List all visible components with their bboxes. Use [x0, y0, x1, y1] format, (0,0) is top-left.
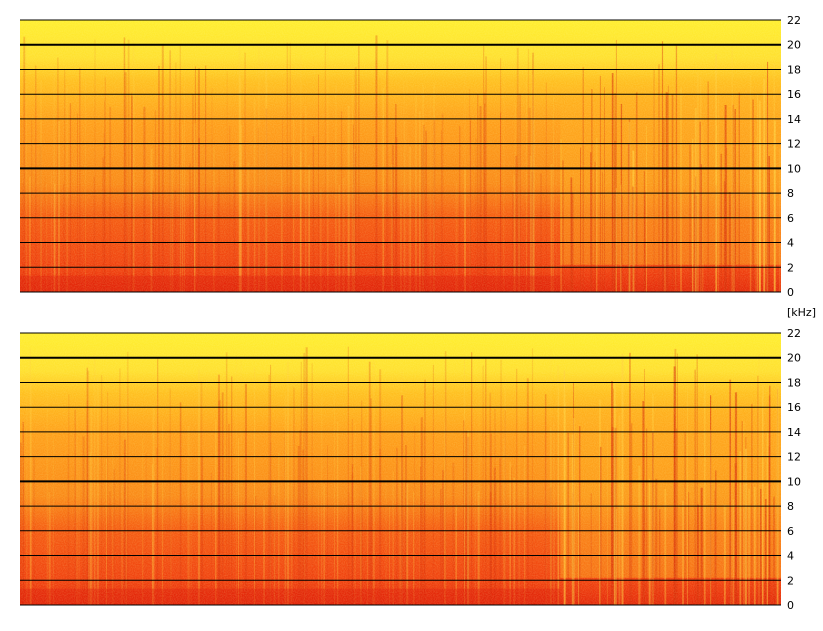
ytick-label-6: 6 [787, 525, 794, 538]
ytick-label-16: 16 [787, 88, 801, 101]
unit-label: [kHz] [787, 306, 816, 319]
ytick-label-0: 0 [787, 599, 794, 612]
ytick-label-18: 18 [787, 377, 801, 390]
noise-texture [20, 333, 781, 605]
ytick-label-10: 10 [787, 475, 801, 488]
ytick-label-20: 20 [787, 39, 801, 52]
ytick-label-22: 22 [787, 327, 801, 340]
ytick-label-14: 14 [787, 426, 801, 439]
ytick-label-12: 12 [787, 138, 801, 151]
ytick-label-8: 8 [787, 187, 794, 200]
ytick-label-12: 12 [787, 451, 801, 464]
spectrogram-panel-2: 0 2 4 6 8 10 12 14 16 18 20 22 [20, 327, 801, 612]
ytick-label-10: 10 [787, 162, 801, 175]
noise-texture [20, 20, 781, 292]
ytick-label-4: 4 [787, 550, 794, 563]
ytick-label-0: 0 [787, 286, 794, 299]
ytick-label-22: 22 [787, 14, 801, 27]
ytick-label-6: 6 [787, 212, 794, 225]
spectrogram-panel-1: 0 2 4 6 8 10 12 14 16 18 20 22 [20, 14, 801, 299]
ytick-label-2: 2 [787, 261, 794, 274]
ytick-label-14: 14 [787, 113, 801, 126]
ytick-label-8: 8 [787, 500, 794, 513]
ytick-label-20: 20 [787, 352, 801, 365]
ytick-label-4: 4 [787, 237, 794, 250]
ytick-label-16: 16 [787, 401, 801, 414]
ytick-label-18: 18 [787, 64, 801, 77]
ytick-label-2: 2 [787, 574, 794, 587]
